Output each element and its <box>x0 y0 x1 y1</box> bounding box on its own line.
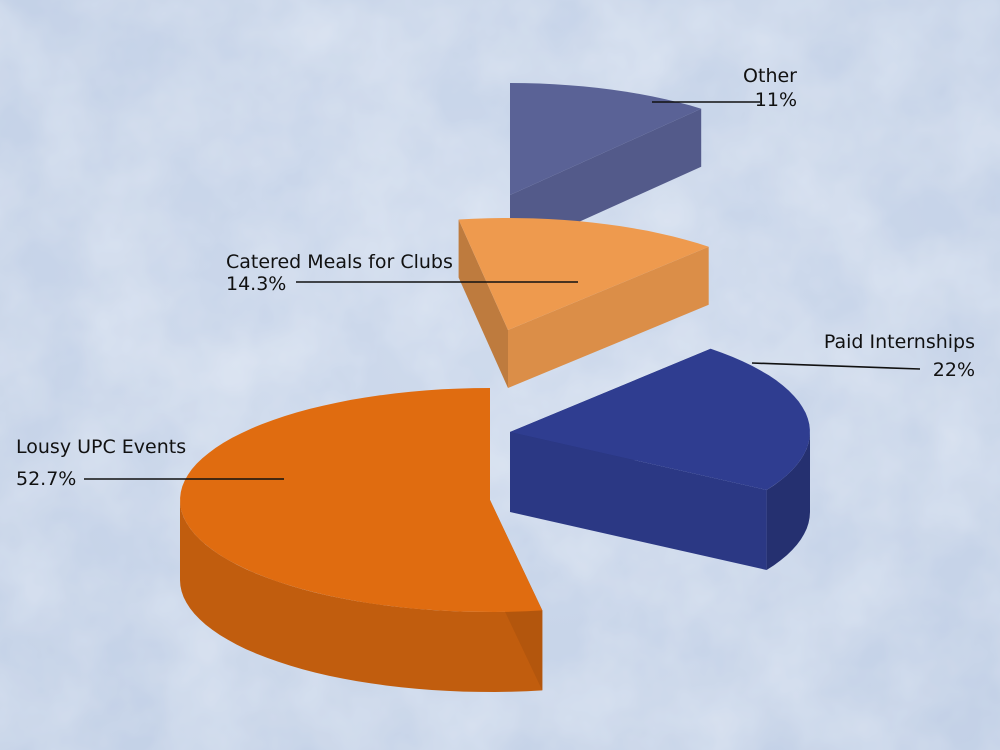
slice-label-lousy-upc-events: Lousy UPC Events <box>16 436 186 458</box>
leader-line-paid-internships <box>751 362 921 370</box>
pie-slice-side-paid-internships <box>766 432 810 570</box>
pie-slice-cut-other-1 <box>510 108 702 253</box>
pie-slice-lousy-upc-events <box>180 388 543 692</box>
slice-label-catered-meals-for-clubs: Catered Meals for Clubs <box>226 251 453 273</box>
slice-labels: Lousy UPC Events 52.7% Paid Internships … <box>16 65 975 490</box>
pie-slice-other <box>510 83 702 253</box>
value-label-paid-internships: 22% <box>933 359 975 381</box>
pie-slice-cut-paid-internships-1 <box>510 432 767 570</box>
pie-slices <box>180 83 810 692</box>
pie-slice-catered-meals-for-clubs <box>458 218 709 388</box>
value-label-catered-meals-for-clubs: 14.3% <box>226 273 286 295</box>
value-label-lousy-upc-events: 52.7% <box>16 468 76 490</box>
pie-slice-top-catered-meals-for-clubs <box>458 218 709 330</box>
pie-slice-cut-catered-meals-for-clubs-1 <box>508 246 709 388</box>
pie-slice-top-paid-internships <box>510 348 810 490</box>
pie-slice-top-lousy-upc-events <box>180 388 543 612</box>
slice-label-other: Other <box>743 65 797 87</box>
pie-slice-cut-catered-meals-for-clubs-0 <box>458 219 508 388</box>
pie-slice-side-lousy-upc-events <box>180 500 543 692</box>
value-label-other: 11% <box>755 89 797 111</box>
pie-slice-top-other <box>510 83 702 195</box>
pie-slice-paid-internships <box>510 348 810 570</box>
slice-label-paid-internships: Paid Internships <box>824 331 975 353</box>
leader-lines <box>84 101 921 480</box>
